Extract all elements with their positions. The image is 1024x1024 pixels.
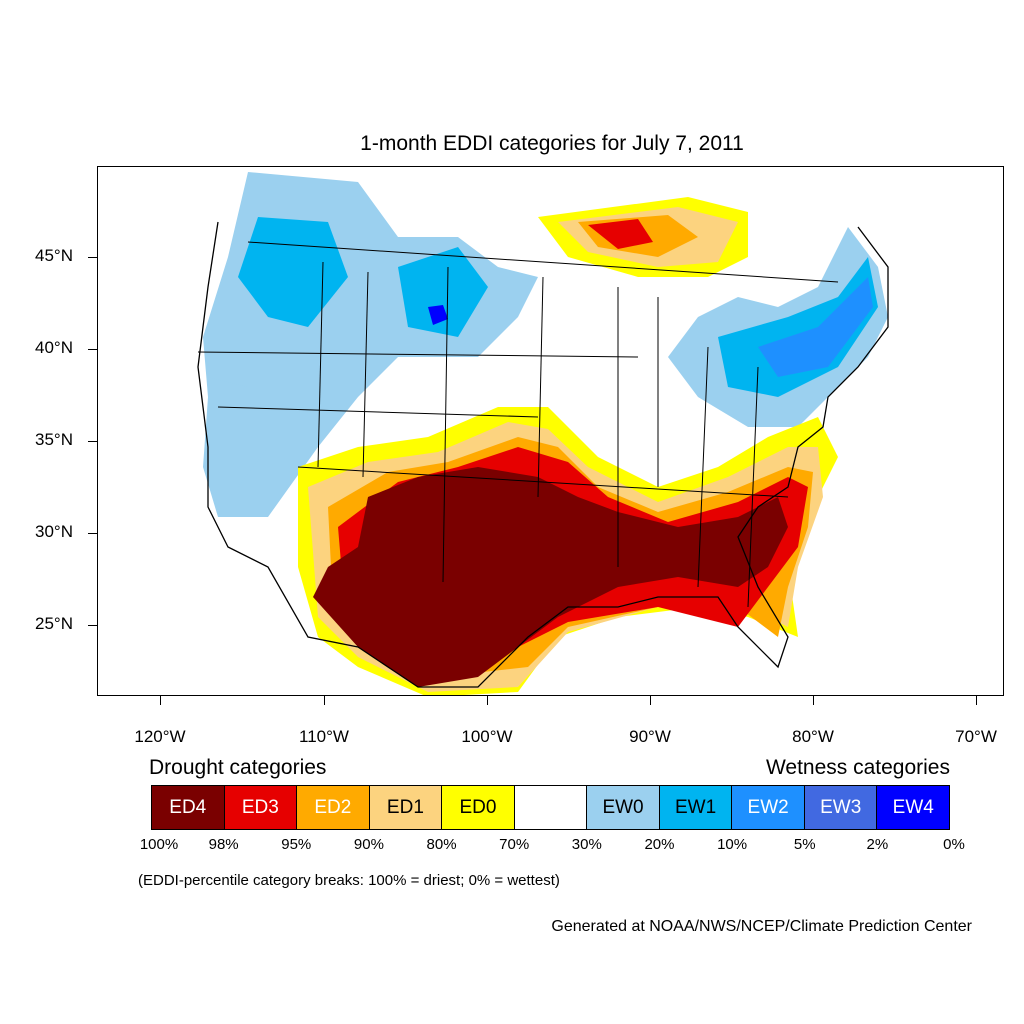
lat-tick bbox=[88, 349, 97, 350]
lat-label-30n: 30°N bbox=[35, 522, 73, 541]
lat-label-35n: 35°N bbox=[35, 430, 73, 449]
legend-box-ed1: ED1 bbox=[369, 786, 443, 829]
legend-break-label: 0% bbox=[943, 836, 965, 853]
map-panel bbox=[97, 166, 1004, 696]
ew1-zone-montana bbox=[398, 247, 488, 337]
legend-break-label: 30% bbox=[571, 836, 602, 853]
legend-box-ew1: EW1 bbox=[659, 786, 733, 829]
legend-break-label: 2% bbox=[866, 836, 889, 853]
legend-break-label: 70% bbox=[499, 836, 530, 853]
legend-box-ew3: EW3 bbox=[804, 786, 878, 829]
lon-tick bbox=[324, 696, 325, 705]
ed3-zone-ontario bbox=[588, 219, 653, 249]
map-title: 1-month EDDI categories for July 7, 2011 bbox=[360, 132, 744, 155]
footnote: (EDDI-percentile category breaks: 100% =… bbox=[138, 872, 560, 889]
legend-box-ed2: ED2 bbox=[297, 786, 370, 829]
lon-label-100w: 100°W bbox=[461, 727, 513, 746]
ew1-zone-greatlakes bbox=[718, 257, 878, 397]
legend-break-label: 20% bbox=[644, 836, 675, 853]
legend-break-label: 90% bbox=[353, 836, 384, 853]
legend-break-label: 98% bbox=[208, 836, 239, 853]
lon-tick bbox=[160, 696, 161, 705]
legend-colorbar: ED4 ED3 ED2 ED1 ED0 EW0 EW1 EW2 EW3 EW4 bbox=[151, 785, 950, 830]
drought-heading: Drought categories bbox=[149, 756, 327, 779]
eddi-map bbox=[197, 172, 889, 695]
ew2-zone-northeast bbox=[758, 277, 873, 377]
legend-box-neutral bbox=[514, 786, 588, 829]
legend-break-label: 100% bbox=[139, 836, 179, 853]
ed4-zone-south bbox=[313, 467, 788, 687]
wet-zone-west-dry bbox=[208, 377, 268, 487]
legend-box-ed3: ED3 bbox=[224, 786, 298, 829]
lat-label-45n: 45°N bbox=[35, 246, 73, 265]
lon-label-120w: 120°W bbox=[134, 727, 186, 746]
legend-box-ew4: EW4 bbox=[877, 786, 950, 829]
legend-box-ed0: ED0 bbox=[442, 786, 515, 829]
lon-tick bbox=[487, 696, 488, 705]
credit-text: Generated at NOAA/NWS/NCEP/Climate Predi… bbox=[551, 918, 972, 935]
coastline bbox=[197, 221, 889, 688]
legend-break-label: 95% bbox=[281, 836, 312, 853]
state-boundaries bbox=[197, 241, 839, 608]
legend-box-ed4: ED4 bbox=[152, 786, 225, 829]
wetness-heading: Wetness categories bbox=[765, 756, 950, 779]
lon-label-90w: 90°W bbox=[629, 727, 671, 746]
legend-break-label: 80% bbox=[426, 836, 457, 853]
lon-label-110w: 110°W bbox=[299, 727, 349, 746]
lat-label-40n: 40°N bbox=[35, 338, 73, 357]
ew1-zone-northwest bbox=[238, 217, 348, 327]
lat-tick bbox=[88, 625, 97, 626]
lat-tick bbox=[88, 441, 97, 442]
lon-tick bbox=[813, 696, 814, 705]
lon-tick bbox=[650, 696, 651, 705]
legend-break-label: 10% bbox=[717, 836, 748, 853]
legend-box-ew0: EW0 bbox=[587, 786, 660, 829]
lon-tick bbox=[976, 696, 977, 705]
lon-label-70w: 70°W bbox=[955, 727, 997, 746]
lat-label-25n: 25°N bbox=[35, 614, 73, 633]
lat-tick bbox=[88, 257, 97, 258]
legend-break-label: 5% bbox=[793, 836, 816, 853]
lat-tick bbox=[88, 533, 97, 534]
lon-label-80w: 80°W bbox=[792, 727, 834, 746]
legend-box-ew2: EW2 bbox=[732, 786, 805, 829]
ew4-spot bbox=[428, 305, 448, 325]
